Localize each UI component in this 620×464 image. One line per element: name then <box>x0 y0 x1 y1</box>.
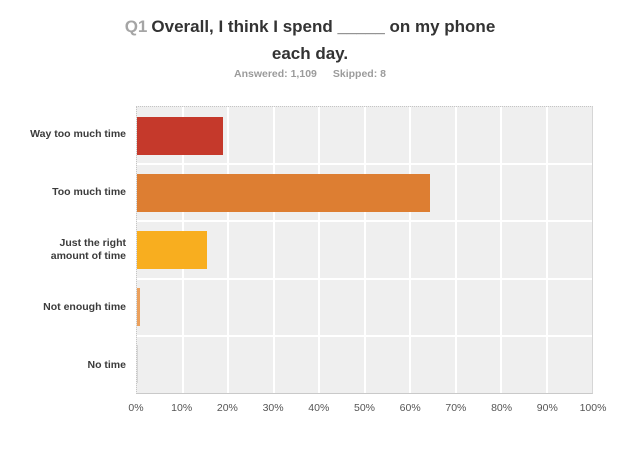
question-text: Overall, I think I spend _____ on my pho… <box>151 17 496 63</box>
gridline-vertical <box>272 107 275 393</box>
question-number: Q1 <box>124 17 148 36</box>
skipped-count: Skipped: 8 <box>332 68 386 80</box>
gridline-vertical <box>227 107 229 393</box>
bar-row <box>137 279 592 336</box>
bar-row <box>137 221 592 278</box>
category-labels: Way too much time Too much time Just the… <box>0 106 126 394</box>
x-tick-20: 20% <box>216 402 238 414</box>
x-tick-0: 0% <box>128 402 144 414</box>
bar-too-much-time <box>137 173 431 212</box>
gridline-vertical <box>545 107 548 393</box>
response-stats: Answered: 1,109 Skipped: 8 <box>0 68 620 80</box>
gridline-vertical <box>500 107 502 393</box>
category-label-row: Not enough time <box>0 279 126 337</box>
x-axis: 0% 10% 20% 30% 40% 50% 60% 70% 80% 90% 1… <box>128 402 606 418</box>
x-tick-70: 70% <box>445 402 467 414</box>
bar-chart: Way too much time Too much time Just the… <box>0 106 620 436</box>
category-label-no-time: No time <box>87 358 126 371</box>
category-label-not-enough-time: Not enough time <box>43 301 126 314</box>
bar-row <box>137 336 592 393</box>
gridline-vertical <box>363 107 366 393</box>
row-separator <box>137 277 592 280</box>
question-title: Q1 Overall, I think I spend _____ on my p… <box>118 13 502 67</box>
x-tick-10: 10% <box>171 402 193 414</box>
category-label-row: Way too much time <box>0 106 126 164</box>
bar-no-time <box>137 345 138 384</box>
gridline-vertical <box>318 107 320 393</box>
x-tick-60: 60% <box>399 402 421 414</box>
category-label-row: Too much time <box>0 164 126 222</box>
category-label-just-right-amount: Just the right amount of time <box>50 236 126 262</box>
x-tick-40: 40% <box>308 402 330 414</box>
gridline-vertical <box>409 107 411 393</box>
bar-way-too-much-time <box>137 116 224 155</box>
category-label-row: Just the right amount of time <box>0 221 126 279</box>
x-tick-30: 30% <box>262 402 284 414</box>
x-tick-50: 50% <box>353 402 376 414</box>
x-tick-100: 100% <box>579 402 607 414</box>
row-separator <box>137 220 592 223</box>
gridline-vertical <box>454 107 457 393</box>
bar-row <box>137 107 592 164</box>
x-tick-90: 90% <box>536 402 558 414</box>
bar-row <box>137 164 592 221</box>
row-separator <box>137 163 592 166</box>
category-label-way-too-much-time: Way too much time <box>30 128 126 141</box>
row-separator <box>137 334 592 337</box>
answered-count: Answered: 1,109 <box>234 68 317 80</box>
bar-not-enough-time <box>137 288 140 327</box>
x-tick-80: 80% <box>491 402 513 414</box>
category-label-row: No time <box>0 336 126 394</box>
bar-just-right-amount <box>137 230 207 269</box>
category-label-too-much-time: Too much time <box>52 185 126 198</box>
plot-area <box>136 106 593 394</box>
